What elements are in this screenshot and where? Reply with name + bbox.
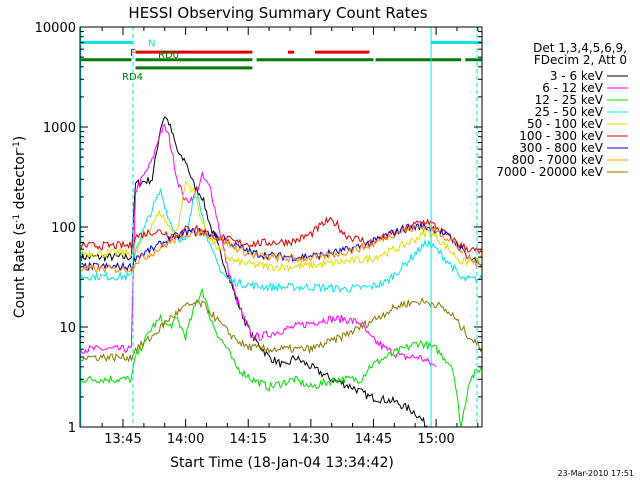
series-line-0 bbox=[80, 116, 428, 427]
footer-date: 23-Mar-2010 17:51 bbox=[558, 469, 635, 478]
series-line-8 bbox=[81, 297, 482, 363]
legend: Det 1,3,4,5,6,9, FDecim 2, Att 0 3 - 6 k… bbox=[496, 41, 628, 179]
series-line-5 bbox=[80, 216, 482, 255]
legend-entry-label-3: 25 - 50 keV bbox=[535, 105, 604, 119]
flag-label-rd4: RD4 bbox=[122, 72, 143, 83]
flag-label-n: N bbox=[148, 38, 155, 49]
legend-entry-label-5: 100 - 300 keV bbox=[519, 129, 603, 143]
y-tick-label-1: 10 bbox=[59, 321, 76, 336]
x-axis: 13:45 14:00 14:15 14:30 14:45 15:00 bbox=[101, 27, 479, 447]
legend-entry-label-1: 6 - 12 keV bbox=[542, 81, 604, 95]
legend-header-line-2: FDecim 2, Att 0 bbox=[534, 53, 627, 67]
legend-entry-label-8: 7000 - 20000 keV bbox=[496, 165, 603, 179]
x-tick-label-4: 14:45 bbox=[355, 432, 392, 447]
y-tick-label-0: 1 bbox=[68, 421, 76, 436]
y-tick-label-3: 1000 bbox=[43, 121, 76, 136]
y-tick-label-2: 100 bbox=[51, 221, 76, 236]
legend-entry-label-7: 800 - 7000 keV bbox=[512, 153, 604, 167]
y-tick-label-4: 10000 bbox=[35, 21, 76, 36]
x-tick-label-1: 14:00 bbox=[167, 432, 204, 447]
series-line-1 bbox=[80, 123, 437, 368]
series-line-7 bbox=[81, 223, 482, 274]
y-axis: 1 10 100 1000 10000 bbox=[35, 21, 482, 436]
flags-layer: N F RD0 RD4 bbox=[80, 38, 482, 83]
series-layer bbox=[80, 116, 482, 427]
legend-header-line-1: Det 1,3,4,5,6,9, bbox=[533, 41, 627, 55]
y-axis-label: Count Rate (s-1 detector-1) bbox=[12, 136, 28, 318]
x-tick-label-0: 13:45 bbox=[104, 432, 141, 447]
x-tick-label-5: 15:00 bbox=[417, 432, 454, 447]
x-axis-label: Start Time (18-Jan-04 13:34:42) bbox=[170, 455, 394, 471]
chart-title: HESSI Observing Summary Count Rates bbox=[128, 4, 427, 22]
plot-area: N F RD0 RD4 bbox=[79, 26, 483, 428]
legend-entry-label-2: 12 - 25 keV bbox=[535, 93, 604, 107]
legend-entry-label-0: 3 - 6 keV bbox=[550, 69, 604, 83]
x-tick-label-3: 14:30 bbox=[292, 432, 329, 447]
legend-entry-label-4: 50 - 100 keV bbox=[527, 117, 604, 131]
flag-label-f: F bbox=[130, 48, 136, 59]
series-line-3 bbox=[80, 188, 482, 294]
flag-label-rd0: RD0 bbox=[158, 50, 179, 61]
legend-entry-label-6: 300 - 800 keV bbox=[519, 141, 603, 155]
series-line-2 bbox=[80, 287, 482, 427]
x-tick-label-2: 14:15 bbox=[229, 432, 266, 447]
